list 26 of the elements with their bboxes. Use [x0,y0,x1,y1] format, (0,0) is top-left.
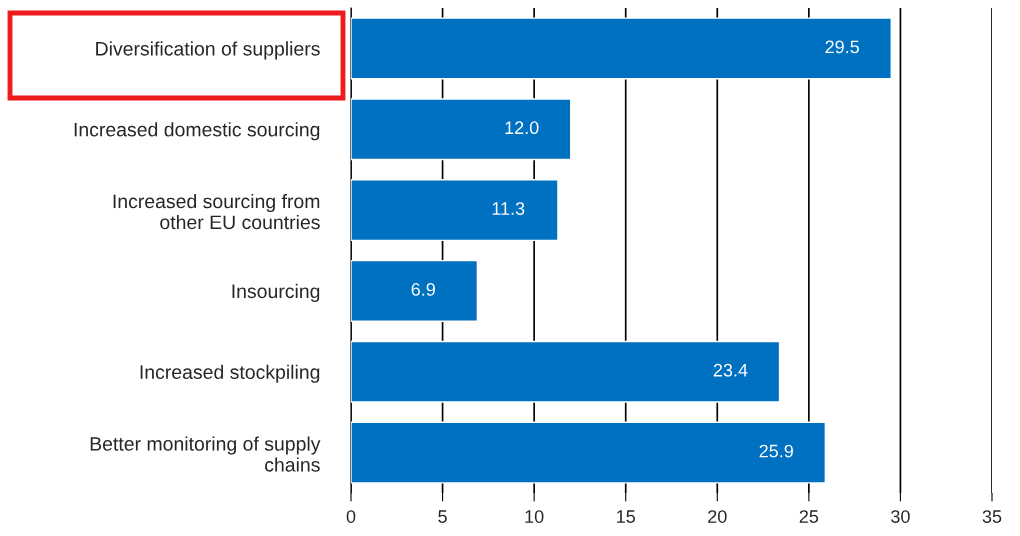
x-tick-label: 35 [982,510,1002,523]
data-label: 29.5 [825,40,859,54]
data-label: 11.3 [492,202,525,215]
x-tick-label: 10 [525,510,544,523]
data-label: 6.9 [411,282,435,296]
bar [351,421,827,484]
x-tick-label: 25 [799,510,819,523]
bar [351,98,572,161]
y-tick-label: Diversification of suppliers [96,41,320,60]
y-tick-label: Better monitoring of supply chains [90,436,321,472]
x-tick-label: 20 [708,510,727,523]
y-tick-label: Increased sourcing from other EU countries [113,193,320,230]
bar [351,17,892,80]
y-tick-label: Increased domestic sourcing [74,122,320,141]
bar [351,340,781,403]
x-tick-label: 5 [438,510,447,523]
data-label: 12.0 [505,121,539,135]
x-tick-label: 30 [891,510,910,523]
y-tick-label: Insourcing [232,283,320,302]
data-label: 25.9 [759,444,793,458]
bar [351,179,559,242]
y-tick-label: Increased stockpiling [140,364,320,383]
data-label: 23.4 [713,363,748,377]
x-tick-label: 15 [617,510,635,523]
x-tick-label: 0 [346,510,356,523]
bar [351,259,479,322]
